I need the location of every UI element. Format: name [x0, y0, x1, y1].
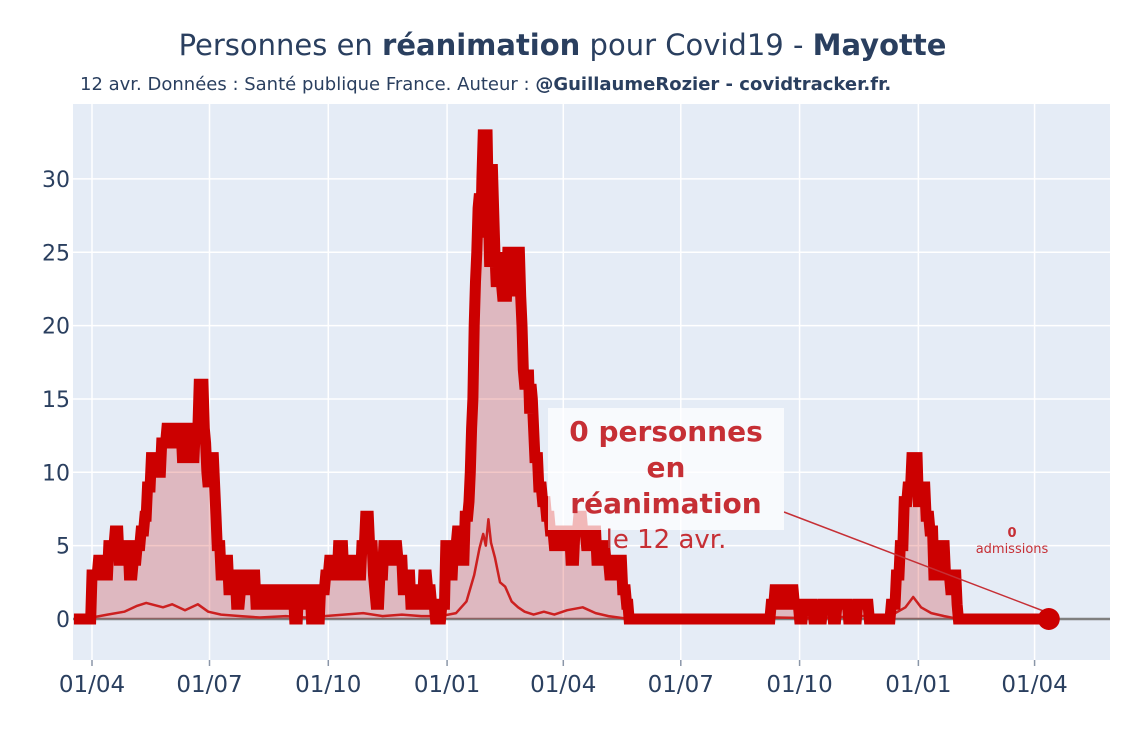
chart-title: Personnes en réanimation pour Covid19 - …: [0, 28, 1125, 62]
annotation-count: 0 personnes: [569, 415, 763, 448]
x-tick-label: 01/10: [766, 672, 832, 698]
y-tick-label: 25: [42, 241, 70, 266]
x-tick-label: 01/01: [414, 672, 480, 698]
x-tick-label: 01/01: [885, 672, 951, 698]
annotation-arrow: [783, 511, 1050, 614]
y-tick-label: 10: [42, 461, 70, 486]
y-tick-label: 15: [42, 388, 70, 413]
title-part: pour Covid19 -: [580, 28, 813, 62]
x-tick-label: 01/07: [176, 672, 242, 698]
annotation-date: le 12 avr.: [605, 525, 727, 555]
x-tick-label: 01/04: [530, 672, 596, 698]
admissions-label: admissions: [975, 542, 1049, 557]
chart-subtitle: 12 avr. Données : Santé publique France.…: [80, 74, 891, 95]
series-area-reanimation: [73, 134, 1049, 619]
y-tick-label: 0: [56, 608, 70, 633]
y-tick-label: 30: [42, 168, 70, 193]
current-value-annotation: 0 personnes en réanimation le 12 avr.: [548, 408, 784, 555]
x-axis: 01/04 01/07 01/10 01/01 01/04 01/07 01/10 01/01…: [59, 660, 1068, 698]
x-tick-label: 01/04: [59, 672, 125, 698]
x-tick-label: 01/10: [295, 672, 361, 698]
title-part: Personnes en: [178, 28, 383, 62]
y-tick-label: 5: [56, 535, 70, 560]
x-tick-label: 01/04: [1001, 672, 1067, 698]
x-tick-label: 01/07: [648, 672, 714, 698]
last-point-marker: [1037, 608, 1060, 630]
admissions-value: 0: [1007, 526, 1017, 541]
y-tick-label: 20: [42, 315, 70, 340]
subtitle-source: 12 avr. Données : Santé publique France.…: [80, 74, 536, 95]
y-axis: 0 5 10 15 20 25 30: [42, 168, 70, 633]
admissions-annotation: 0 admissions: [962, 526, 1062, 558]
series-layer: [73, 129, 1049, 625]
series-line-reanimation: [73, 129, 1049, 625]
annotation-label: en réanimation: [570, 451, 762, 520]
title-region: Mayotte: [812, 28, 947, 62]
title-bold: réanimation: [382, 28, 581, 62]
subtitle-author: @GuillaumeRozier - covidtracker.fr.: [535, 74, 892, 95]
series-line-admissions: [91, 517, 1049, 621]
